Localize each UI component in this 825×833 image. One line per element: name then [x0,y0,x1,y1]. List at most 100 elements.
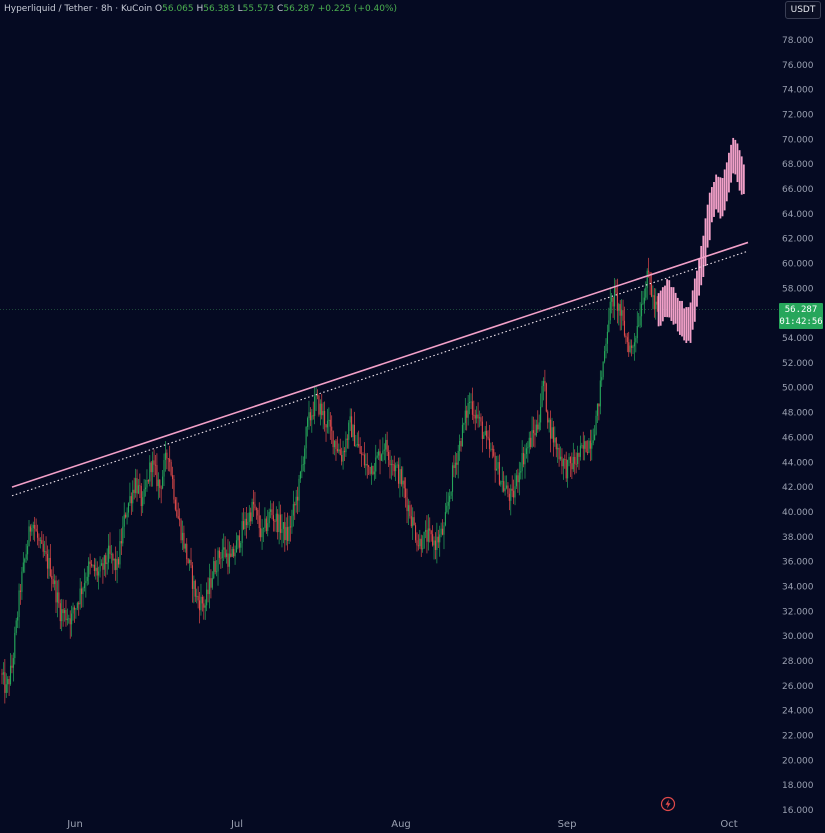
candle-body [218,550,220,558]
candle-body [210,578,212,588]
candle-body [322,411,324,416]
y-tick-label: 38.000 [782,533,814,543]
candle-body [17,616,19,621]
candle-body [413,517,415,526]
candle-body [399,469,401,484]
candle-body [417,545,419,547]
candle-body [589,440,591,449]
candle-body [35,528,37,532]
candle-body [389,459,391,466]
candle-body [325,424,327,428]
candle-body [336,448,338,452]
candle-body [89,561,91,565]
projection-bar [691,290,694,330]
x-tick-label: Jun [66,819,83,829]
candle-body [598,403,600,407]
y-tick-label: 76.000 [782,61,814,71]
candle-body [422,548,424,550]
candle-body [538,422,540,430]
currency-badge[interactable]: USDT [785,1,821,19]
candle-body [595,415,597,435]
candle-body [49,557,51,577]
candle-body [179,518,181,521]
candle-body [488,438,491,449]
candle-body [154,464,157,466]
trendline-dotted[interactable] [11,250,749,497]
candle-body [99,565,101,572]
candle-body [454,462,456,468]
candle-body [46,554,49,569]
candle-body [611,297,613,302]
lightning-logo-icon [660,796,676,812]
candle-body [508,493,510,501]
candle-body [373,471,375,475]
candle-body [96,567,98,576]
projection-layer [657,137,745,343]
candle-body [32,524,34,528]
candle-body [319,403,321,415]
candle-body [395,465,397,472]
candle-body [385,439,387,450]
candle-body [352,425,354,438]
candle-body [73,607,76,610]
candle-body [407,505,410,512]
candle-body [491,448,493,450]
trendline-solid[interactable] [11,241,749,488]
candle-body [361,453,363,455]
candle-body [356,444,358,446]
candle-body [642,303,644,305]
candle-body [368,465,370,468]
candle-body [477,414,479,419]
candle-body [110,553,112,555]
candle-body [355,445,357,447]
candle-body [282,522,284,529]
candle-body [392,464,394,465]
y-tick-label: 50.000 [782,384,814,394]
candle-body [490,448,492,450]
candle-body [467,402,469,418]
candle-body [291,515,293,528]
y-tick-label: 66.000 [782,185,814,195]
candle-body [554,437,556,443]
candle-body [278,514,280,533]
projection-bar [676,297,679,332]
y-tick-label: 34.000 [782,582,814,592]
candle-body [190,559,192,566]
candle-body [177,516,179,519]
candle-body [510,488,512,501]
candle-body [285,527,287,541]
candle-body [547,411,549,423]
y-tick-label: 58.000 [782,284,814,294]
candle-body [63,609,66,614]
open-value: 56.065 [162,4,194,14]
candle-body [601,377,603,381]
candle-body [521,453,523,472]
candle-body [503,481,505,492]
candle-body [174,499,176,510]
candle-body [461,424,464,447]
candle-body [200,596,202,611]
candle-body [69,618,71,625]
candle-body [457,450,459,465]
x-tick-label: Sep [558,819,577,829]
y-tick-label: 52.000 [782,359,814,369]
candle-body [338,449,340,452]
y-tick-label: 28.000 [782,657,814,667]
y-tick-label: 40.000 [782,508,814,518]
candle-body [382,450,384,455]
candle-body [551,427,553,439]
candle-body [635,338,637,343]
candle-body [29,526,31,532]
candle-body [169,458,171,462]
candle-body [126,512,128,518]
candle-body [228,553,230,567]
candle-body [125,514,127,518]
candle-body [211,578,213,588]
candle-body [316,394,319,396]
candle-body [348,422,350,440]
candle-body [220,557,222,559]
candle-body [405,488,407,498]
candle-body [548,419,550,423]
candle-body [622,310,624,321]
